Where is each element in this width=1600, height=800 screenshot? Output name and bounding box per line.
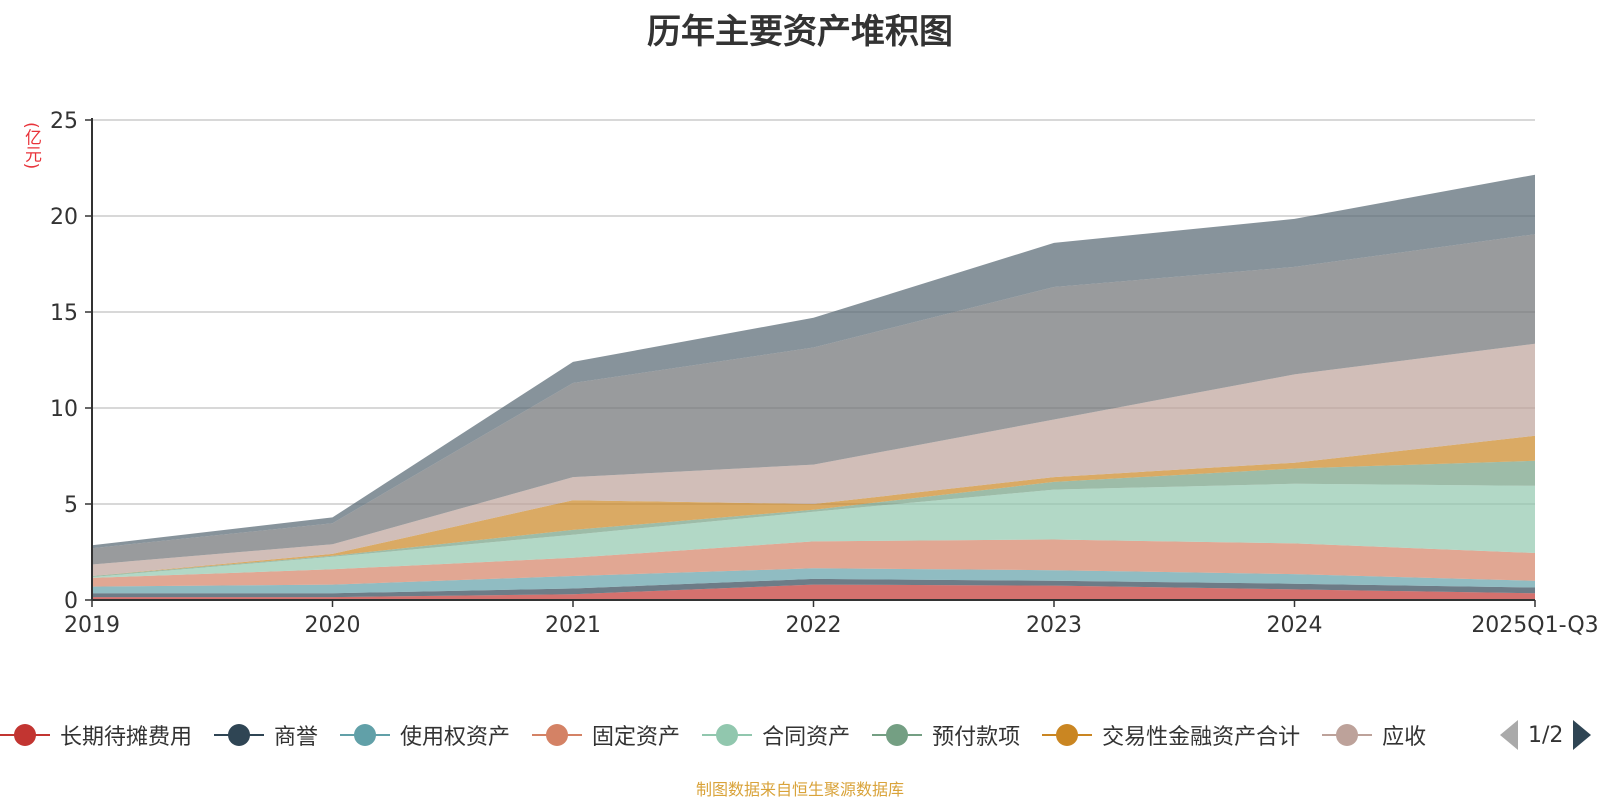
legend-label: 预付款项	[932, 725, 1021, 750]
y-tick-label: 5	[64, 493, 78, 518]
x-tick-label: 2023	[1026, 613, 1082, 638]
y-axis-unit-label: (亿元)	[21, 122, 41, 170]
area-series	[92, 174, 1535, 600]
data-source-note: 制图数据来自恒生聚源数据库	[695, 780, 904, 799]
x-tick-label: 2019	[64, 613, 120, 638]
legend-item[interactable]: 预付款项	[872, 718, 1020, 752]
x-tick-label: 2021	[545, 613, 601, 638]
legend-label: 应收	[1382, 725, 1427, 750]
legend-marker-icon	[702, 723, 753, 747]
area-series-8	[92, 343, 1535, 576]
legend-item[interactable]: 交易性金融资产合计	[1042, 718, 1300, 752]
axes: 0 5 10 15 20 25 2019 2020 2021 2022 2023 2024 2025Q1…	[50, 109, 1599, 638]
chart-title: 历年主要资产堆积图	[647, 12, 953, 52]
legend-page-indicator: 1/2	[1528, 722, 1564, 748]
legend-item[interactable]: 应收	[1322, 718, 1426, 752]
area-series-4	[92, 539, 1535, 587]
legend-marker-icon	[1322, 723, 1373, 747]
stacked-area-chart: 0 5 10 15 20 25 2019 2020 2021 2022 2023 2024 2025Q1…	[50, 109, 1599, 638]
legend-item[interactable]: 使用权资产	[340, 718, 510, 752]
y-tick-label: 0	[64, 589, 78, 614]
x-tick-label: 2022	[786, 613, 842, 638]
area-series-10	[92, 174, 1535, 549]
legend-label: 合同资产	[762, 725, 851, 750]
legend-next-page-icon[interactable]	[1573, 720, 1592, 750]
area-series-6	[92, 460, 1535, 577]
legend-label: 商誉	[274, 725, 319, 750]
legend-item[interactable]: 合同资产	[702, 718, 850, 752]
area-series-5	[92, 483, 1535, 578]
y-tick-label: 25	[50, 109, 78, 134]
y-tick-label: 15	[50, 301, 78, 326]
legend-label: 交易性金融资产合计	[1102, 725, 1301, 750]
area-series-2	[92, 578, 1535, 598]
legend-item[interactable]: 固定资产	[532, 718, 680, 752]
legend-label: 使用权资产	[400, 725, 511, 750]
legend-prev-page-icon[interactable]	[1500, 720, 1518, 750]
legend-marker-icon	[214, 723, 265, 747]
legend-label: 长期待摊费用	[60, 725, 193, 750]
legend-item[interactable]: 长期待摊费用	[0, 718, 192, 752]
x-tick-label: 2025Q1-Q3	[1471, 613, 1598, 638]
legend-pager: 1/2	[1500, 718, 1600, 752]
legend-marker-icon	[0, 723, 50, 747]
x-tick-label: 2024	[1267, 613, 1323, 638]
x-tick-label: 2020	[305, 613, 361, 638]
area-series-1	[92, 584, 1535, 600]
legend-item[interactable]: 商誉	[214, 718, 318, 752]
area-series-7	[92, 435, 1535, 576]
legend-marker-icon	[532, 723, 583, 747]
area-series-3	[92, 568, 1535, 594]
y-tick-label: 10	[50, 397, 78, 422]
legend-marker-icon	[1042, 723, 1093, 747]
legend-marker-icon	[340, 723, 391, 747]
area-series-9	[92, 234, 1535, 565]
legend: 长期待摊费用 商誉 使用权资产 固定资产 合同资产 预付款项 交易性金融资产合计 应收	[0, 718, 1480, 752]
legend-marker-icon	[872, 723, 923, 747]
legend-label: 固定资产	[592, 725, 681, 750]
y-tick-label: 20	[50, 205, 78, 230]
